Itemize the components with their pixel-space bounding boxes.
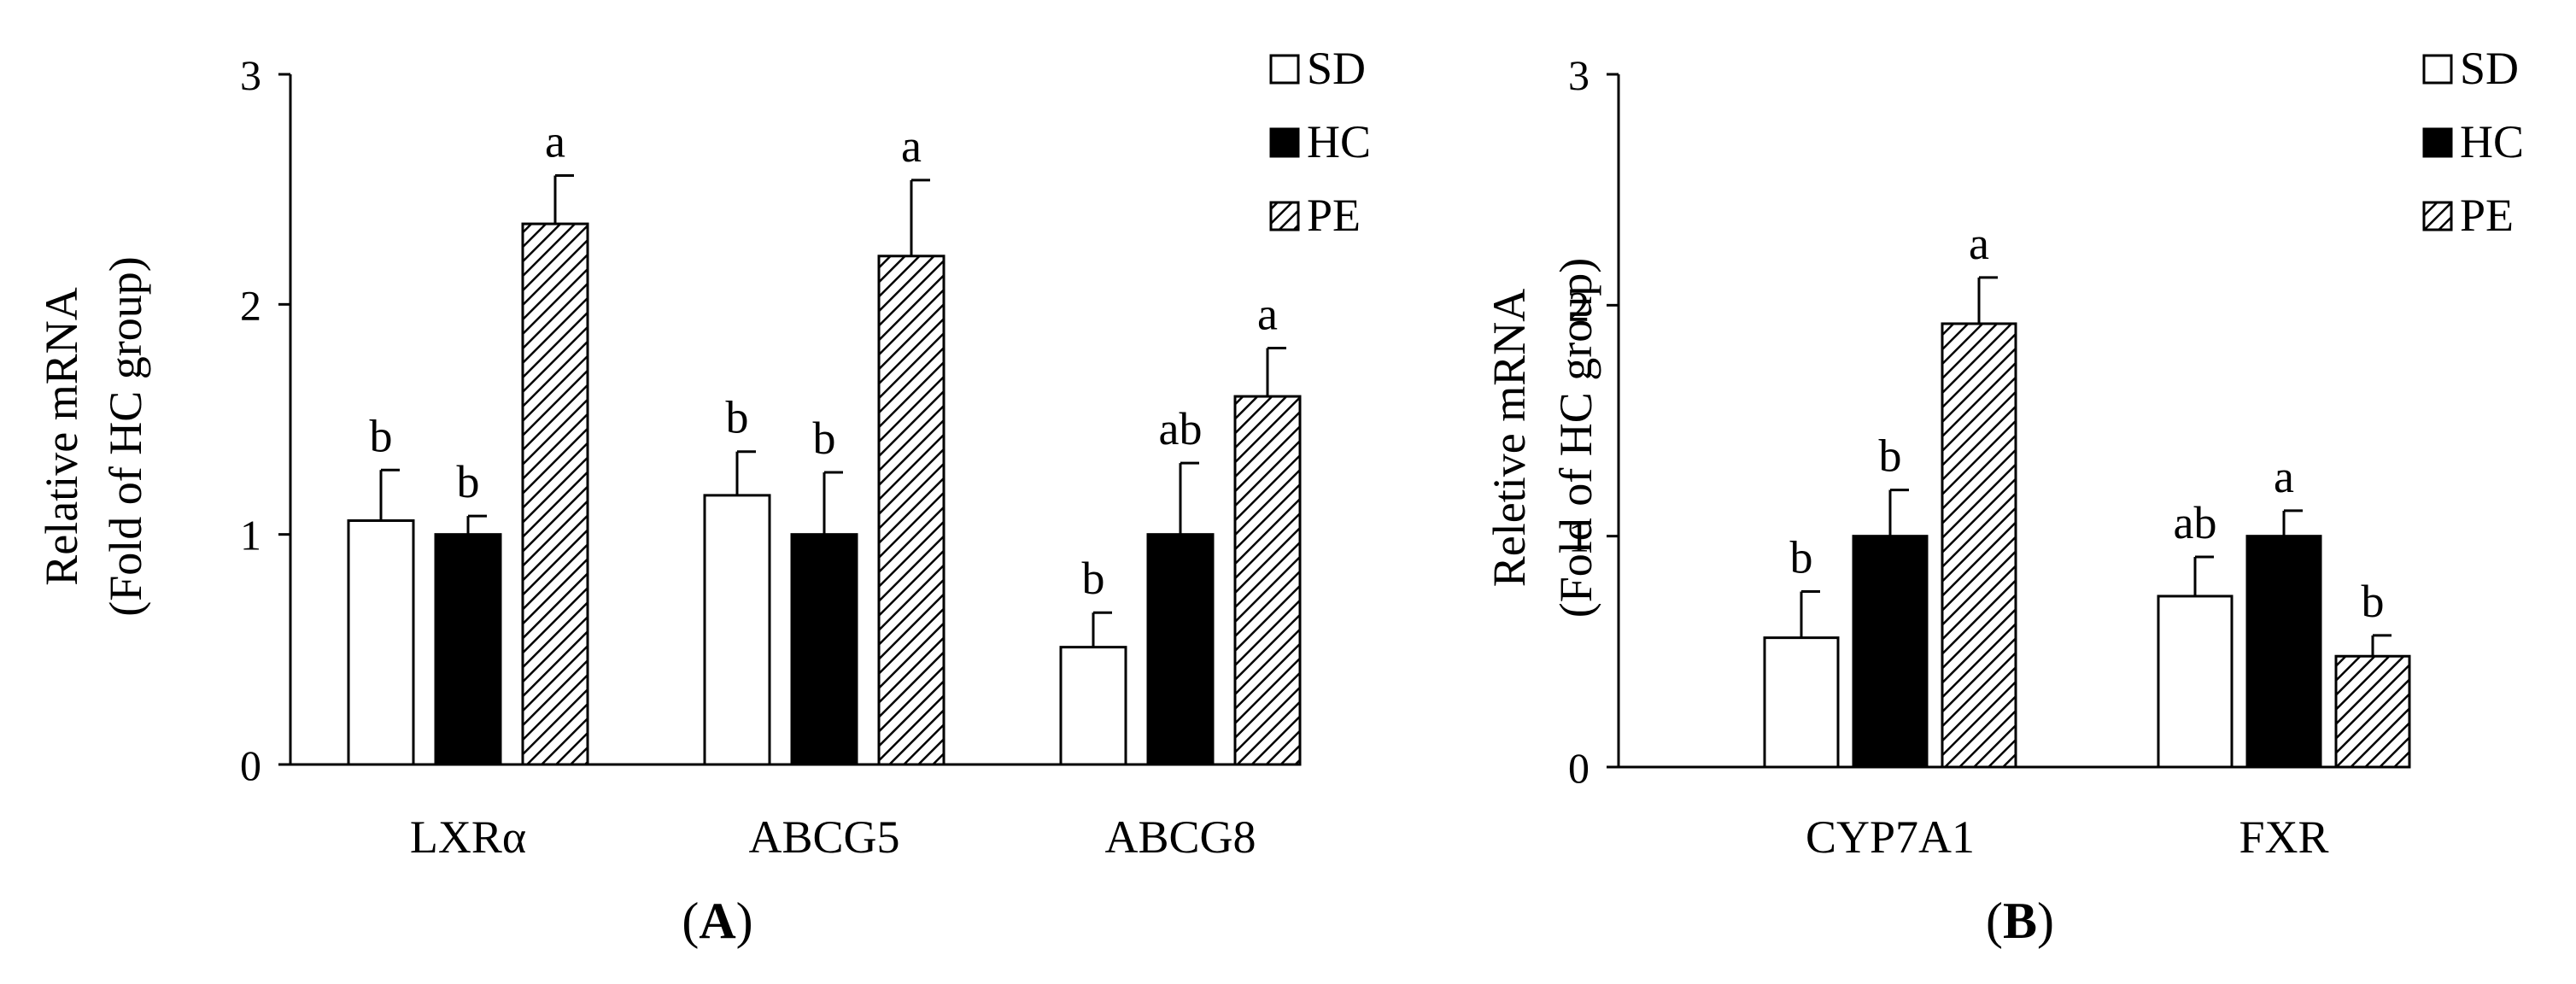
chart-panel-b: 0 1 2 3 Reletive mRNA (Fold of HC group) b b a CY… [1484,43,2524,949]
y-tick-label: 2 [1568,282,1590,330]
bar [790,533,858,766]
significance-label: ab [1159,403,1203,454]
bar [2334,654,2411,769]
panel-label: (A) [682,893,752,949]
bar [1146,533,1215,766]
bar [2157,594,2234,769]
significance-label: b [370,410,393,461]
panel-label: (B) [1986,893,2054,949]
legend-swatch [2422,127,2453,158]
legend-swatch [2422,54,2453,85]
bar [877,255,946,766]
bar [1941,322,2017,769]
significance-label: a [901,120,922,172]
bar [1059,646,1127,766]
significance-label: b [726,392,749,443]
significance-label: b [813,413,836,464]
panel-label-close-paren: ) [2037,893,2054,949]
panel-label-open-paren: ( [1986,893,2003,949]
legend-label: HC [1307,116,1371,167]
legend-label: SD [2460,43,2519,94]
legend-label: HC [2460,116,2524,167]
significance-label: a [2274,451,2294,502]
legend-swatch [1269,201,1300,231]
y-axis-label: (Fold of HC group) [100,256,151,616]
bar [1852,535,1929,769]
x-tick-label: ABCG8 [1104,811,1256,863]
significance-label: a [1257,289,1278,340]
legend-label: SD [1307,43,1366,94]
y-axis-label: Reletive mRNA [1484,289,1535,587]
bar [1763,636,1840,769]
chart-panel-a: 0 1 2 3 Relative mRNA (Fold of HC group) b b a LX… [36,43,1371,949]
panel-label-letter: B [2003,893,2037,949]
y-tick-label: 1 [1568,513,1590,561]
y-tick-label: 2 [240,281,261,329]
legend-label: PE [1307,190,1361,241]
x-tick-label: LXRα [410,811,526,863]
bar [703,494,771,766]
y-tick-label: 0 [240,741,261,789]
significance-label: b [1790,532,1813,583]
x-tick-label: ABCG5 [748,811,899,863]
bar [1233,395,1302,766]
y-tick-label: 3 [1568,51,1590,99]
y-axis-label: (Fold of HC group) [1550,258,1601,618]
legend-label: PE [2460,190,2514,241]
bar [347,519,415,766]
legend-swatch [2422,201,2453,231]
significance-label: b [1082,553,1105,604]
x-tick-label: CYP7A1 [1806,811,1975,863]
panel-label-close-paren: ) [736,893,753,949]
bar [521,222,589,766]
legend-swatch [1269,54,1300,85]
y-tick-label: 0 [1568,744,1590,792]
significance-label: ab [2174,497,2217,548]
significance-label: a [1969,218,1989,269]
significance-label: b [2362,576,2385,627]
y-tick-label: 1 [240,512,261,559]
bar [434,533,502,766]
significance-label: b [1879,430,1902,482]
significance-label: b [457,456,480,507]
panel-label-letter: A [699,893,735,949]
bar [2245,535,2322,769]
panel-label-open-paren: ( [682,893,699,949]
y-tick-label: 3 [240,51,261,99]
x-tick-label: FXR [2239,811,2328,863]
legend-swatch [1269,127,1300,158]
y-axis-label: Relative mRNA [36,287,87,585]
significance-label: a [545,116,565,167]
